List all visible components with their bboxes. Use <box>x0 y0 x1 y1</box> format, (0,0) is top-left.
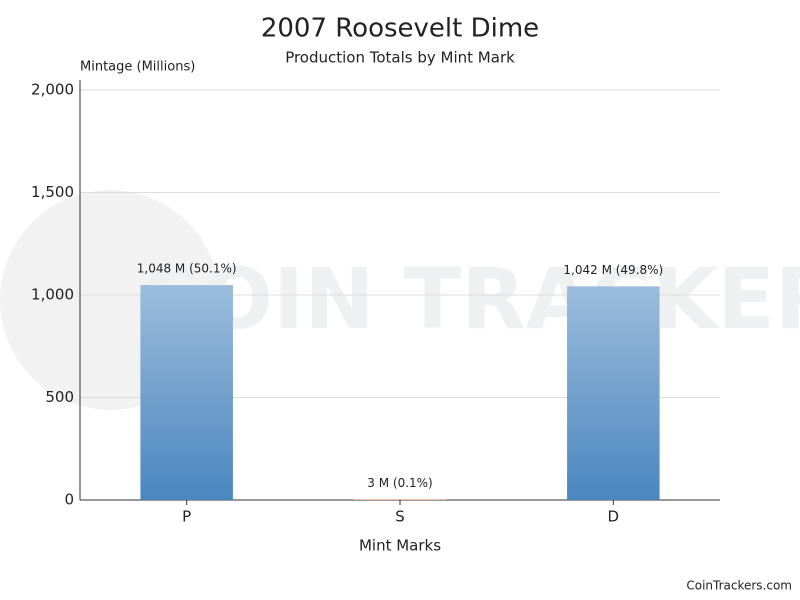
x-tick-label: S <box>395 508 405 526</box>
y-tick-label: 0 <box>64 491 74 509</box>
x-tick-label: P <box>182 508 191 526</box>
value-label: 3 M (0.1%) <box>367 476 432 490</box>
chart-title: 2007 Roosevelt Dime <box>261 14 539 44</box>
y-axis-label: Mintage (Millions) <box>80 60 195 75</box>
bar-shine <box>353 499 447 500</box>
y-tick-label: 500 <box>45 388 74 406</box>
credit: CoinTrackers.com <box>686 579 792 593</box>
value-label: 1,048 M (50.1%) <box>137 262 237 276</box>
x-axis-label: Mint Marks <box>359 537 441 555</box>
y-tick-label: 2,000 <box>31 81 74 99</box>
chart-subtitle: Production Totals by Mint Mark <box>285 49 515 67</box>
bar-shine <box>567 286 660 500</box>
x-tick-label: D <box>608 508 620 526</box>
bar-shine <box>140 285 233 500</box>
watermark: COIN TRACKERS <box>140 250 800 348</box>
y-tick-label: 1,500 <box>31 183 74 201</box>
y-tick-label: 1,000 <box>31 286 74 304</box>
value-label: 1,042 M (49.8%) <box>563 263 663 277</box>
